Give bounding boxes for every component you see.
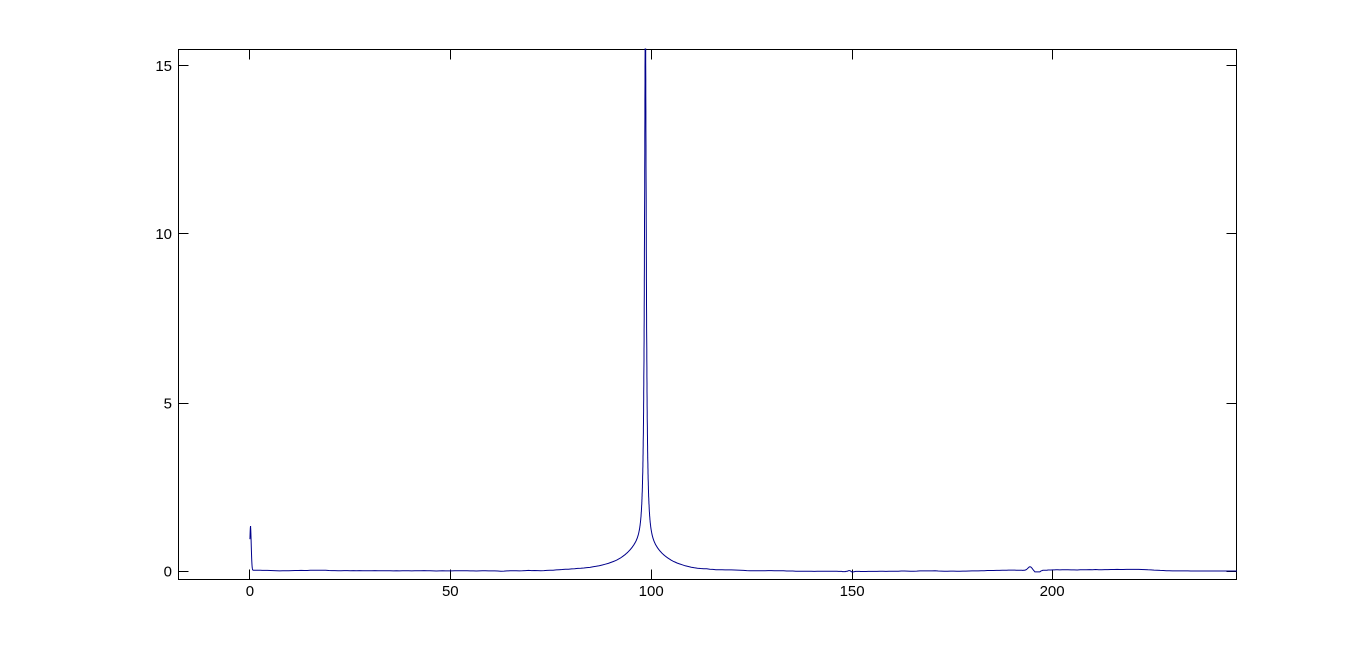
svg-text:150: 150 (840, 583, 865, 600)
svg-text:50: 50 (442, 583, 459, 600)
svg-text:5: 5 (164, 395, 172, 412)
svg-text:0: 0 (164, 564, 172, 581)
svg-text:15: 15 (155, 58, 172, 75)
svg-text:10: 10 (155, 226, 172, 243)
svg-text:0: 0 (246, 583, 254, 600)
svg-text:200: 200 (1040, 583, 1065, 600)
svg-text:100: 100 (639, 583, 664, 600)
